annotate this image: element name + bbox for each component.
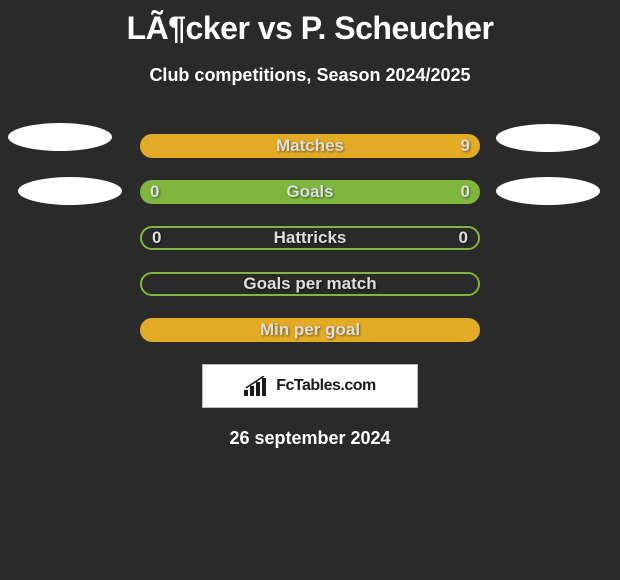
stat-label: Min per goal [140, 320, 480, 340]
source-badge-text: FcTables.com [276, 377, 376, 395]
stat-row-matches: Matches 9 [140, 134, 480, 158]
stat-row-hattricks: 0 Hattricks 0 [140, 226, 480, 250]
page-subtitle: Club competitions, Season 2024/2025 [0, 65, 620, 86]
player-left-oval-2 [18, 177, 122, 205]
player-left-oval-1 [8, 123, 112, 151]
stat-label: Goals [140, 182, 480, 202]
stats-container: Matches 9 0 Goals 0 0 Hattricks 0 Goals … [0, 134, 620, 342]
player-right-oval-1 [496, 124, 600, 152]
chart-icon [244, 376, 270, 396]
stat-row-min-per-goal: Min per goal [140, 318, 480, 342]
stat-right-value: 0 [459, 228, 468, 248]
stat-label: Hattricks [142, 228, 478, 248]
page-title: LÃ¶cker vs P. Scheucher [0, 0, 620, 47]
stat-label: Matches [140, 136, 480, 156]
stat-label: Goals per match [142, 274, 478, 294]
source-badge[interactable]: FcTables.com [202, 364, 418, 408]
stat-right-value: 0 [461, 182, 470, 202]
stat-right-value: 9 [461, 136, 470, 156]
stat-row-goals: 0 Goals 0 [140, 180, 480, 204]
stat-row-goals-per-match: Goals per match [140, 272, 480, 296]
player-right-oval-2 [496, 177, 600, 205]
date-label: 26 september 2024 [0, 428, 620, 449]
